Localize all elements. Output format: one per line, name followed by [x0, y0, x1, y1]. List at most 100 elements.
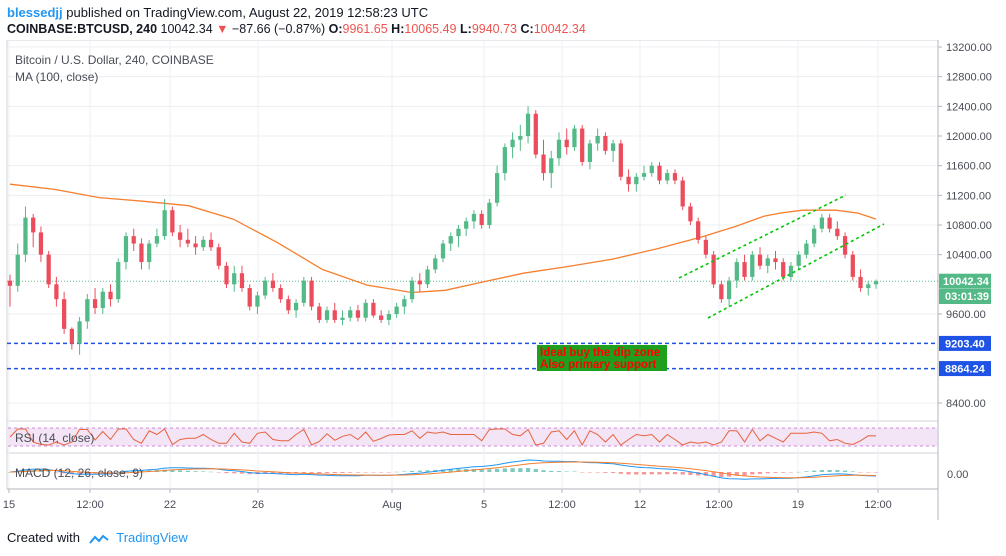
macd-hist-bar [788, 472, 794, 473]
candle-body [618, 143, 623, 177]
candle-body [572, 128, 577, 148]
macd-hist-bar [765, 472, 770, 474]
candle-body [239, 273, 245, 289]
candle-body [131, 236, 136, 244]
macd-hist-bar [696, 472, 701, 476]
candle-body [54, 284, 59, 300]
main-pane[interactable] [6, 40, 939, 422]
macd-hist-bar [185, 470, 190, 472]
channel-upper-line[interactable] [678, 194, 847, 279]
tradingview-link[interactable]: TradingView [116, 530, 188, 545]
price-chart[interactable]: 13200.00 12800.00 12400.00 12000.00 11600.00… [0, 40, 1006, 520]
price-tick-label: 11600.00 [946, 161, 991, 173]
macd-hist-bar [564, 471, 569, 472]
macd-hist-bar [46, 471, 51, 472]
candle-body [757, 254, 763, 266]
candle-body [309, 280, 314, 307]
candle-body [379, 315, 384, 320]
buy-zone-annotation[interactable]: Ideal buy the dip zone Also primary supp… [537, 345, 667, 371]
candle-body [394, 306, 399, 314]
macd-hist-bar [239, 472, 245, 474]
ma-100-line[interactable] [9, 183, 877, 294]
close-value: 10042.34 [533, 22, 586, 36]
macd-hist-bar [518, 468, 523, 472]
price-tick-label: 12000.00 [946, 131, 992, 143]
candle-body [750, 254, 755, 277]
macd-signal-line[interactable] [9, 461, 877, 479]
macd-hist-bar [866, 472, 871, 473]
macd-hist-bar [77, 472, 82, 475]
candle-body [603, 136, 608, 151]
candle-body [765, 258, 770, 266]
macd-line[interactable] [9, 459, 877, 480]
candle-body [355, 310, 361, 318]
macd-hist-bar [479, 469, 484, 472]
candle-body [781, 262, 786, 277]
macd-hist-bar [580, 472, 585, 473]
candle-body [850, 254, 855, 277]
candle-body [324, 310, 330, 320]
price-axis[interactable]: 13200.00 12800.00 12400.00 12000.00 11600.00… [938, 42, 992, 410]
candle-body [247, 288, 252, 307]
macd-hist-bar [804, 471, 809, 472]
low-value: 9940.73 [471, 22, 517, 36]
candle-body [92, 299, 98, 309]
macd-hist-bar [680, 472, 685, 475]
candle-body [270, 280, 276, 289]
candle-body [726, 280, 732, 300]
macd-hist-bar [873, 472, 879, 473]
macd-hist-bar [850, 471, 855, 472]
macd-hist-bar [355, 472, 361, 473]
macd-hist-bar [208, 471, 214, 473]
candle-body [77, 321, 82, 344]
macd-hist-bar [734, 472, 739, 476]
time-tick-label: 15 [3, 499, 15, 511]
candle-body [23, 217, 28, 255]
rsi-line[interactable] [9, 428, 877, 447]
candle-body [672, 173, 678, 181]
macd-hist-bar [379, 472, 384, 473]
time-tick-label: Aug [382, 499, 402, 511]
candle-body [425, 269, 430, 285]
macd-hist-bar [494, 468, 500, 472]
candle-body [69, 328, 74, 344]
candle-body [293, 302, 299, 311]
time-axis[interactable]: 15 12:00 22 26 Aug 5 12:00 12 12:00 19 12:00 [3, 489, 892, 511]
candles[interactable] [7, 106, 879, 355]
macd-hist-bar [7, 472, 13, 473]
macd-hist-bar [471, 468, 477, 472]
macd-hist-bar [858, 472, 863, 473]
macd-hist-bar [626, 472, 631, 475]
price-tick-label: 8400.00 [946, 398, 986, 410]
candle-body [479, 213, 484, 225]
candle-body [549, 158, 554, 174]
macd-label: MACD (12, 26, close, 9) [15, 466, 143, 480]
candle-body [31, 217, 36, 233]
candle-body [873, 281, 879, 285]
candle-body [15, 254, 20, 286]
buy-zone-line2: Also primary support [540, 359, 656, 371]
macd-hist-bar [193, 471, 198, 472]
close-label: C: [520, 22, 534, 36]
candle-body [100, 291, 105, 309]
author-link[interactable]: blessedjj [7, 5, 63, 20]
macd-hist-bar [394, 471, 399, 473]
candle-body [858, 276, 863, 289]
macd-hist-bar [703, 472, 709, 476]
macd-hist-bar [587, 472, 593, 473]
publish-line: blessedjj published on TradingView.com, … [7, 5, 428, 20]
chart-header: blessedjj published on TradingView.com, … [0, 0, 1006, 40]
macd-hist-bar [842, 470, 848, 472]
macd-hist-bar [317, 472, 322, 474]
macd-hist-bar [672, 472, 678, 475]
candle-body [788, 265, 794, 277]
candle-body [85, 299, 90, 322]
macd-hist-bar [139, 470, 144, 472]
candle-body [634, 176, 639, 185]
macd-hist-bar [688, 472, 693, 476]
candle-body [866, 284, 871, 289]
macd-hist-bar [131, 470, 136, 472]
macd-hist-bar [657, 472, 662, 475]
candle-body [688, 206, 693, 222]
candle-body [587, 143, 593, 162]
